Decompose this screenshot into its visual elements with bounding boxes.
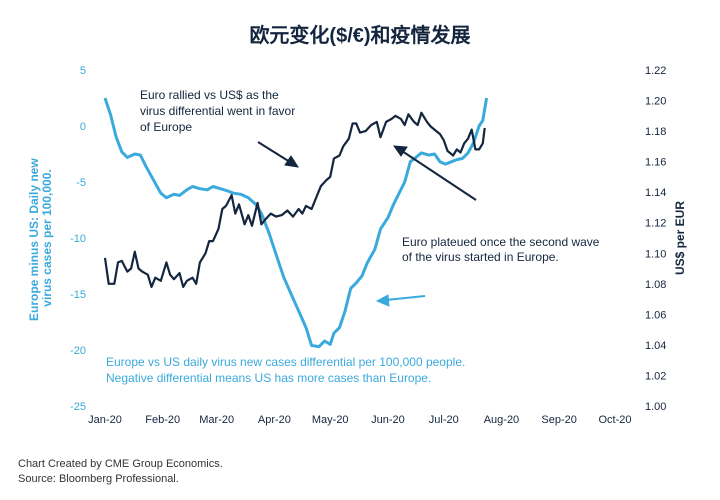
x-tick-label: May-20 bbox=[312, 414, 349, 426]
left-tick-label: 0 bbox=[80, 121, 86, 133]
left-axis-ticks: 5 0 -5 -10 -15 -20 -25 bbox=[70, 65, 86, 413]
annotation-euro-plateaued-line-1: Euro plateued once the second wave bbox=[402, 235, 600, 249]
right-tick-label: 1.22 bbox=[645, 65, 666, 77]
right-tick-label: 1.00 bbox=[645, 401, 666, 413]
x-axis-ticks: Jan-20 Feb-20 Mar-20 Apr-20 May-20 Jun-20 Jul-… bbox=[88, 414, 631, 426]
arrow-rally bbox=[257, 141, 300, 168]
x-tick-label: Mar-20 bbox=[199, 414, 234, 426]
x-tick-label: Oct-20 bbox=[598, 414, 631, 426]
left-tick-label: -10 bbox=[70, 233, 86, 245]
annotation-euro-rallied: Euro rallied vs US$ as the virus differe… bbox=[140, 88, 299, 134]
annotation-euro-rallied-line-1: Euro rallied vs US$ as the bbox=[140, 88, 279, 102]
right-tick-label: 1.16 bbox=[645, 157, 666, 169]
right-tick-label: 1.10 bbox=[645, 248, 666, 260]
footer-source: Source: Bloomberg Professional. bbox=[18, 473, 179, 485]
footer-credit: Chart Created by CME Group Economics. bbox=[18, 458, 223, 470]
right-tick-label: 1.02 bbox=[645, 370, 666, 382]
series-layer bbox=[103, 97, 489, 349]
right-tick-label: 1.18 bbox=[645, 126, 666, 138]
x-tick-label: Jan-20 bbox=[88, 414, 122, 426]
right-tick-label: 1.04 bbox=[645, 340, 666, 352]
annotation-differential-line-2: Negative differential means US has more … bbox=[106, 371, 431, 385]
left-axis-label-line-1: Europe minus US: Daily new bbox=[27, 158, 41, 321]
annotation-differential-line-1: Europe vs US daily virus new cases diffe… bbox=[106, 355, 465, 369]
chart-title: 欧元变化($/€)和疫情发展 bbox=[249, 23, 470, 47]
left-tick-label: -5 bbox=[76, 177, 86, 189]
right-axis-label: US$ per EUR bbox=[673, 201, 687, 275]
left-tick-label: -15 bbox=[70, 289, 86, 301]
annotation-differential: Europe vs US daily virus new cases diffe… bbox=[106, 355, 469, 385]
right-tick-label: 1.06 bbox=[645, 309, 666, 321]
x-tick-label: Jul-20 bbox=[429, 414, 459, 426]
right-tick-label: 1.08 bbox=[645, 279, 666, 291]
series-line-usd-per-eur bbox=[103, 111, 486, 288]
left-tick-label: -25 bbox=[70, 401, 86, 413]
left-axis-label: Europe minus US: Daily new virus cases p… bbox=[27, 155, 54, 321]
arrow-differential bbox=[375, 294, 426, 307]
left-axis-label-line-2: virus cases per 100,000. bbox=[40, 169, 54, 306]
x-tick-label: Feb-20 bbox=[145, 414, 180, 426]
x-tick-label: Jun-20 bbox=[371, 414, 405, 426]
series-line-cases-differential bbox=[103, 97, 489, 349]
right-tick-label: 1.20 bbox=[645, 96, 666, 108]
arrow-plateau bbox=[392, 145, 477, 201]
annotation-euro-plateaued-line-2: of the virus started in Europe. bbox=[402, 250, 559, 264]
annotation-euro-plateaued: Euro plateued once the second wave of th… bbox=[402, 235, 603, 264]
right-tick-label: 1.12 bbox=[645, 218, 666, 230]
x-tick-label: Aug-20 bbox=[484, 414, 519, 426]
annotation-euro-rallied-line-3: of Europe bbox=[140, 120, 192, 134]
left-tick-label: 5 bbox=[80, 65, 86, 77]
right-axis-ticks: 1.22 1.20 1.18 1.16 1.14 1.12 1.10 1.08 1.06 1.04… bbox=[645, 65, 666, 413]
x-tick-label: Apr-20 bbox=[258, 414, 291, 426]
left-tick-label: -20 bbox=[70, 345, 86, 357]
annotation-euro-rallied-line-2: virus differential went in favor bbox=[140, 104, 295, 118]
right-tick-label: 1.14 bbox=[645, 187, 666, 199]
x-tick-label: Sep-20 bbox=[541, 414, 576, 426]
